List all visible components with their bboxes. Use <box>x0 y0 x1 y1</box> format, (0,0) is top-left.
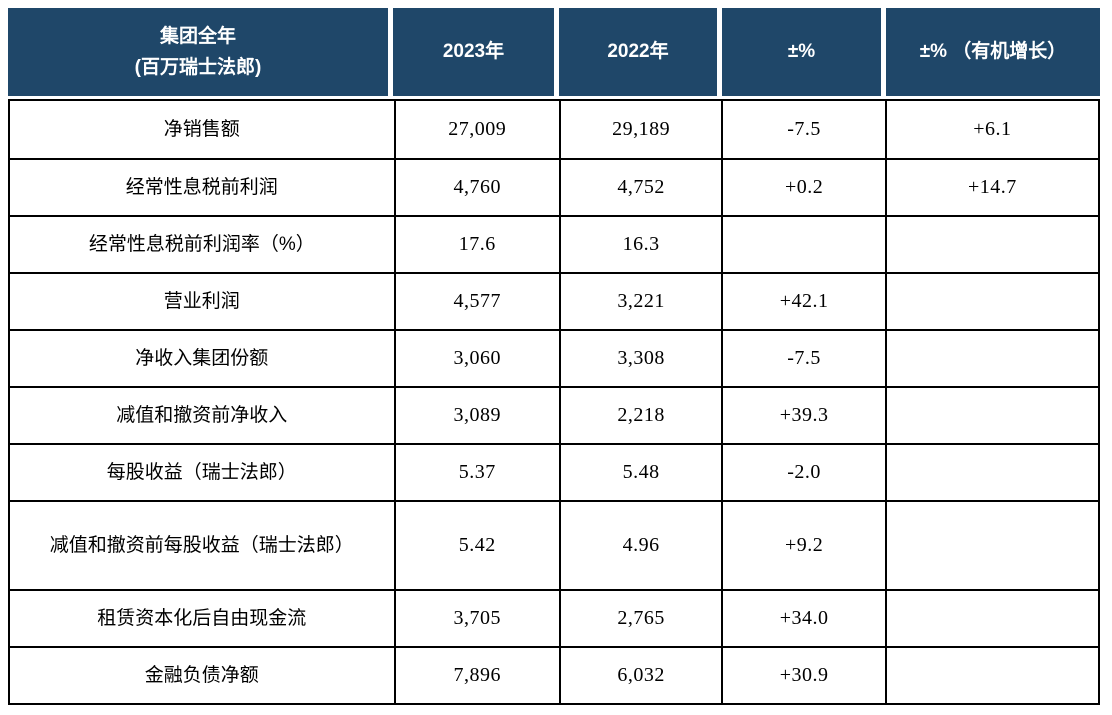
header-2022: 2022年 <box>559 8 722 96</box>
row-label-cell: 租赁资本化后自由现金流 <box>10 589 394 646</box>
organic-growth-cell <box>884 443 1098 500</box>
organic-growth-cell <box>884 500 1098 589</box>
change-pct-cell <box>721 215 885 272</box>
organic-growth-cell <box>884 215 1098 272</box>
row-label-cell: 金融负债净额 <box>10 646 394 703</box>
value-2023-cell: 4,577 <box>393 272 559 329</box>
value-2022-cell: 29,189 <box>558 101 722 158</box>
value-2023-cell: 17.6 <box>393 215 559 272</box>
value-2023-cell: 7,896 <box>393 646 559 703</box>
organic-growth-cell: +14.7 <box>884 158 1098 215</box>
table-body: 净销售额 27,009 29,189 -7.5 +6.1 经常性息税前利润 4,… <box>8 99 1100 705</box>
value-2023-cell: 3,089 <box>393 386 559 443</box>
value-2022-cell: 2,218 <box>558 386 722 443</box>
change-pct-cell: -2.0 <box>721 443 885 500</box>
change-pct-cell: +39.3 <box>721 386 885 443</box>
value-2022-cell: 3,308 <box>558 329 722 386</box>
value-2022-cell: 2,765 <box>558 589 722 646</box>
value-2022-cell: 3,221 <box>558 272 722 329</box>
organic-growth-cell <box>884 272 1098 329</box>
header-organic-growth-pct: ±% （有机增长） <box>886 8 1100 96</box>
row-label-cell: 减值和撤资前净收入 <box>10 386 394 443</box>
value-2023-cell: 3,705 <box>393 589 559 646</box>
change-pct-cell: +0.2 <box>721 158 885 215</box>
row-label-cell: 净销售额 <box>10 101 394 158</box>
row-label-cell: 营业利润 <box>10 272 394 329</box>
value-2022-cell: 16.3 <box>558 215 722 272</box>
row-label-cell: 经常性息税前利润 <box>10 158 394 215</box>
header-2023: 2023年 <box>393 8 559 96</box>
organic-growth-cell <box>884 329 1098 386</box>
change-pct-cell: +30.9 <box>721 646 885 703</box>
value-2022-cell: 4.96 <box>558 500 722 589</box>
value-2023-cell: 3,060 <box>393 329 559 386</box>
value-2023-cell: 5.42 <box>393 500 559 589</box>
change-pct-cell: -7.5 <box>721 329 885 386</box>
value-2022-cell: 5.48 <box>558 443 722 500</box>
value-2023-cell: 27,009 <box>393 101 559 158</box>
header-group-metric: 集团全年 (百万瑞士法郎) <box>8 8 393 96</box>
organic-growth-cell: +6.1 <box>884 101 1098 158</box>
change-pct-cell: -7.5 <box>721 101 885 158</box>
value-2023-cell: 5.37 <box>393 443 559 500</box>
organic-growth-cell <box>884 589 1098 646</box>
row-label-cell: 每股收益（瑞士法郎） <box>10 443 394 500</box>
row-label-cell: 经常性息税前利润率（%） <box>10 215 394 272</box>
change-pct-cell: +9.2 <box>721 500 885 589</box>
change-pct-cell: +34.0 <box>721 589 885 646</box>
value-2022-cell: 6,032 <box>558 646 722 703</box>
row-label-cell: 减值和撤资前每股收益（瑞士法郎） <box>10 500 394 589</box>
row-label-cell: 净收入集团份额 <box>10 329 394 386</box>
value-2022-cell: 4,752 <box>558 158 722 215</box>
change-pct-cell: +42.1 <box>721 272 885 329</box>
organic-growth-cell <box>884 646 1098 703</box>
header-change-pct: ±% <box>722 8 886 96</box>
table-header-row: 集团全年 (百万瑞士法郎) 2023年 2022年 ±% ±% （有机增长） <box>8 8 1100 96</box>
organic-growth-cell <box>884 386 1098 443</box>
value-2023-cell: 4,760 <box>393 158 559 215</box>
financial-results-table: 集团全年 (百万瑞士法郎) 2023年 2022年 ±% ±% （有机增长） 净… <box>8 8 1100 705</box>
